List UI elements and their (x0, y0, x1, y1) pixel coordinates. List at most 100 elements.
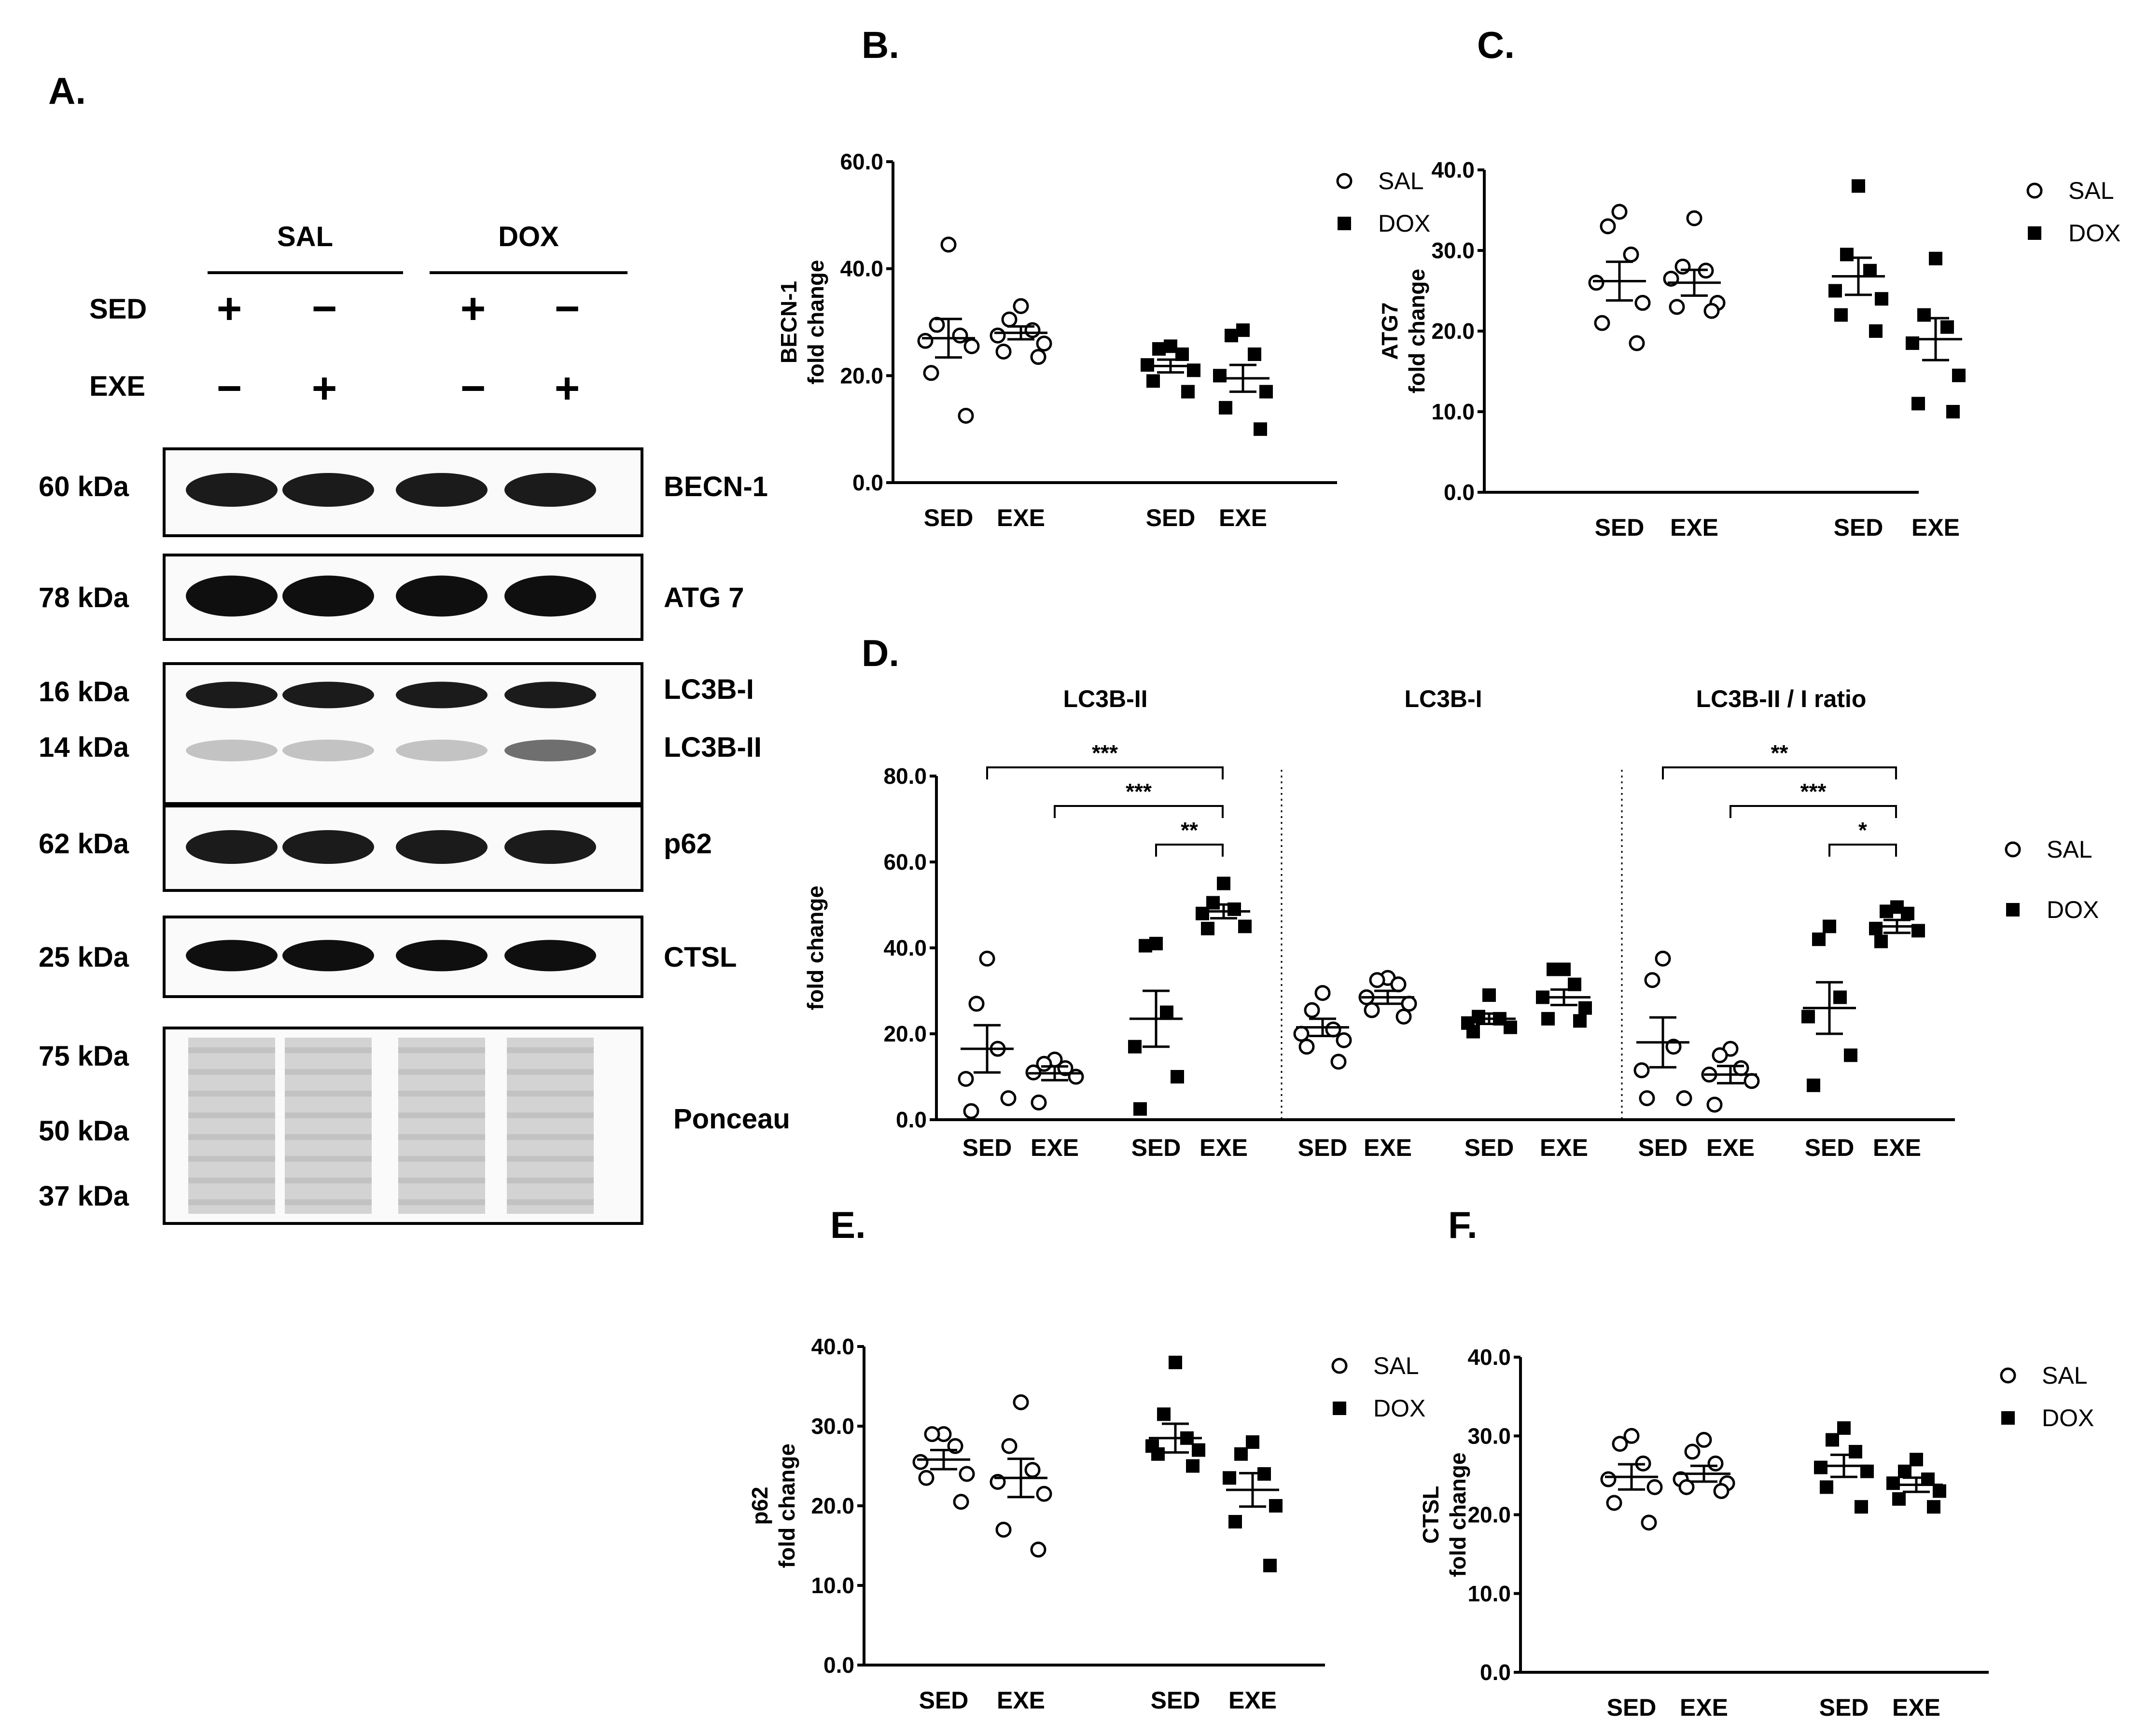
sed-row-label: SED (89, 293, 147, 325)
dox-point (1482, 988, 1496, 1002)
dox-point (1254, 422, 1267, 436)
sal-point (1594, 315, 1610, 331)
sal-point (968, 996, 985, 1012)
dox-point (1869, 324, 1883, 338)
dox-point (1844, 1048, 1857, 1062)
ponceau-band (285, 1134, 372, 1140)
ponceau-band (398, 1047, 485, 1053)
sal-point (1031, 1094, 1047, 1111)
dox-point (1192, 1443, 1205, 1457)
protein-band (186, 681, 278, 708)
sal-point (917, 333, 934, 349)
chart-e: E. 0.0 10.0 20.0 30.0 40.0 p62fold change SED EX… (747, 1204, 1425, 1714)
x-tick-label: SED (1151, 1687, 1200, 1714)
dox-point (1869, 921, 1883, 935)
sal-point (918, 1470, 935, 1486)
y-tick-label: 40.0 (883, 935, 927, 960)
protein-band (282, 681, 374, 708)
protein-band (282, 940, 374, 972)
ponceau-band (398, 1069, 485, 1075)
ponceau-lane (188, 1038, 275, 1214)
blot-label: p62 (664, 828, 712, 860)
ponceau-band (188, 1178, 275, 1183)
dox-point (1886, 1476, 1900, 1490)
sal-point (1713, 1483, 1730, 1500)
x-tick-label: SED (1805, 1134, 1855, 1161)
dox-point (1823, 919, 1836, 933)
ponceau-band (507, 1134, 594, 1140)
sal-point (1712, 1047, 1728, 1063)
sal-point (1684, 1444, 1701, 1460)
sal-point (1293, 1026, 1310, 1042)
y-axis-title: ATG7fold change (1377, 269, 1429, 393)
legend-dox: DOX (1378, 210, 1430, 237)
ponceau-band (507, 1156, 594, 1162)
protein-band (396, 575, 488, 617)
sal-point (1646, 1479, 1663, 1495)
significance-label: ** (1771, 740, 1788, 765)
protein-band (282, 739, 374, 762)
dox-point (2006, 903, 2020, 917)
significance-bracket (1730, 805, 1897, 818)
y-axis-title: CTSLfold change (1418, 1452, 1470, 1577)
protein-band (504, 681, 596, 708)
dox-point (1128, 1040, 1142, 1054)
protein-band (396, 830, 488, 864)
significance-label: * (1858, 818, 1867, 843)
exe-sign: − (217, 364, 242, 413)
protein-band (504, 940, 596, 972)
dox-point (1801, 1010, 1815, 1024)
sal-point (1024, 1462, 1041, 1478)
x-tick-label: EXE (997, 504, 1045, 531)
x-tick-label: SED (1834, 514, 1883, 541)
blot-label: CTSL (664, 942, 737, 973)
y-tick-label: 80.0 (883, 764, 927, 789)
dox-point (1259, 385, 1273, 399)
subpanel-title: LC3B-I (1404, 685, 1482, 712)
sal-point (1674, 258, 1691, 275)
protein-band (186, 473, 278, 507)
x-tick-label: SED (1595, 514, 1645, 541)
y-tick-label: 60.0 (883, 849, 927, 875)
y-tick-label: 20.0 (811, 1493, 854, 1518)
dox-point (1151, 1447, 1165, 1461)
protein-band (186, 575, 278, 617)
ponceau-band (188, 1199, 275, 1205)
panel-a-letter: A. (48, 69, 86, 112)
sal-point (1395, 1008, 1412, 1025)
dox-point (1171, 1070, 1184, 1083)
dox-point (2028, 226, 2041, 240)
dox-point (1234, 1447, 1248, 1461)
y-tick-label: 0.0 (852, 470, 883, 495)
sal-point (1588, 275, 1604, 291)
x-tick-label: SED (1607, 1694, 1657, 1721)
significance-bracket (1155, 844, 1224, 857)
sal-point (1298, 1039, 1315, 1055)
y-tick-label: 40.0 (1431, 157, 1475, 182)
legend-sal: SAL (1378, 167, 1424, 194)
ponceau-band (188, 1047, 275, 1053)
dox-point (1880, 904, 1893, 918)
x-tick-label: SED (1146, 504, 1196, 531)
dox-point (1541, 1012, 1555, 1026)
significance-label: *** (1800, 779, 1827, 804)
sal-point (1068, 1069, 1084, 1085)
panel-letter: E. (830, 1204, 866, 1246)
sal-point (979, 950, 995, 967)
sal-point (1036, 335, 1052, 352)
dox-point (1940, 320, 1954, 334)
dox-point (1933, 1484, 1946, 1498)
kda-label: 37 kDa (39, 1180, 129, 1212)
dox-point (1927, 1500, 1940, 1514)
protein-band (396, 739, 488, 762)
chart-f: F. 0.0 10.0 20.0 30.0 40.0 CTSLfold change SED E… (1418, 1204, 2094, 1721)
sed-sign: − (312, 285, 337, 333)
dox-point (1246, 1435, 1259, 1449)
dox-point (1157, 1407, 1171, 1421)
blot-label: LC3B-I (664, 674, 754, 705)
dox-point (1828, 284, 1842, 298)
dox-point (1837, 1421, 1851, 1435)
dox-point (1213, 369, 1227, 383)
x-tick-label: SED (1819, 1694, 1869, 1721)
dox-point (1201, 921, 1214, 935)
